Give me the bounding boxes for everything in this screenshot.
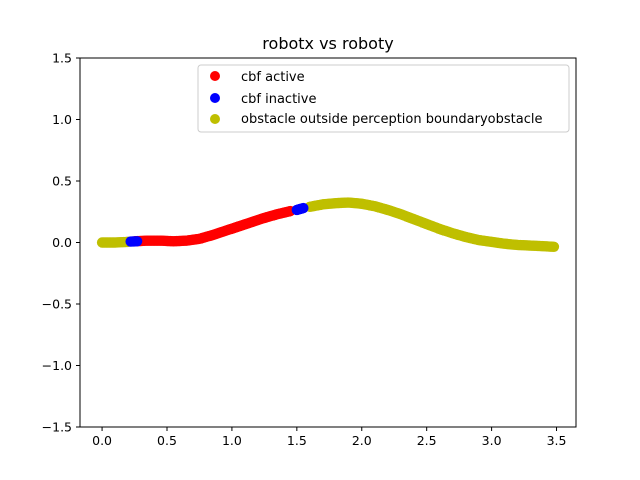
x-tick-label: 0.0 — [92, 433, 112, 448]
series-2 — [96, 197, 560, 253]
legend: cbf active cbf inactive obstacle outside… — [197, 64, 570, 133]
y-tick-label: −1.5 — [42, 420, 72, 435]
data-point — [131, 236, 143, 247]
chart-title: robotx vs roboty — [262, 34, 393, 53]
legend-box — [197, 64, 570, 133]
legend-label-cbf-inactive: cbf inactive — [241, 92, 316, 107]
y-tick-label: 1.5 — [52, 51, 72, 66]
y-tick-label: 0.5 — [52, 174, 72, 189]
legend-marker-cbf-active — [210, 71, 220, 81]
series-1 — [125, 202, 309, 247]
x-tick-label: 2.5 — [417, 433, 437, 448]
y-tick-label: −1.0 — [42, 358, 72, 373]
legend-marker-obstacle-outside — [210, 114, 220, 124]
data-point — [298, 202, 309, 214]
legend-marker-cbf-inactive — [210, 93, 220, 103]
x-tick-label: 3.5 — [547, 433, 567, 448]
x-axis: 0.0 0.5 1.0 1.5 2.0 2.5 3.0 3.5 — [92, 427, 566, 448]
series-0 — [129, 205, 296, 247]
y-tick-label: 0.0 — [52, 235, 72, 250]
x-tick-label: 2.0 — [352, 433, 372, 448]
y-axis: −1.5 −1.0 −0.5 0.0 0.5 1.0 1.5 — [42, 51, 80, 435]
legend-label-obstacle-outside: obstacle outside perception boundaryobst… — [241, 112, 542, 127]
y-tick-label: 1.0 — [52, 112, 72, 127]
y-tick-label: −0.5 — [42, 297, 72, 312]
series-layer — [96, 197, 560, 253]
legend-label-cbf-active: cbf active — [241, 70, 305, 85]
x-tick-label: 1.0 — [222, 433, 242, 448]
x-tick-label: 3.0 — [482, 433, 502, 448]
data-point — [548, 241, 560, 253]
x-tick-label: 1.5 — [287, 433, 307, 448]
x-tick-label: 0.5 — [157, 433, 177, 448]
